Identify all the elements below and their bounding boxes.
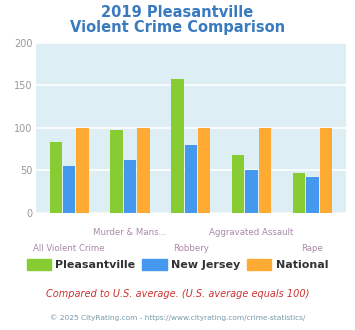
Text: All Violent Crime: All Violent Crime — [33, 244, 105, 253]
Bar — [76, 128, 89, 213]
Text: Robbery: Robbery — [173, 244, 209, 253]
Bar — [306, 177, 319, 213]
Bar — [110, 130, 123, 213]
Text: Murder & Mans...: Murder & Mans... — [93, 228, 167, 237]
Text: Rape: Rape — [301, 244, 323, 253]
Legend: Pleasantville, New Jersey, National: Pleasantville, New Jersey, National — [22, 255, 333, 275]
Bar — [185, 145, 197, 213]
Text: Aggravated Assault: Aggravated Assault — [209, 228, 294, 237]
Bar — [320, 128, 332, 213]
Bar — [198, 128, 211, 213]
Bar — [259, 128, 271, 213]
Bar — [232, 155, 245, 213]
Bar — [171, 80, 184, 213]
Text: Compared to U.S. average. (U.S. average equals 100): Compared to U.S. average. (U.S. average … — [46, 289, 309, 299]
Bar — [245, 170, 258, 213]
Bar — [50, 142, 62, 213]
Text: © 2025 CityRating.com - https://www.cityrating.com/crime-statistics/: © 2025 CityRating.com - https://www.city… — [50, 314, 305, 321]
Bar — [63, 166, 75, 213]
Bar — [137, 128, 149, 213]
Text: 2019 Pleasantville: 2019 Pleasantville — [102, 5, 253, 20]
Text: Violent Crime Comparison: Violent Crime Comparison — [70, 20, 285, 35]
Bar — [293, 173, 305, 213]
Bar — [124, 160, 136, 213]
